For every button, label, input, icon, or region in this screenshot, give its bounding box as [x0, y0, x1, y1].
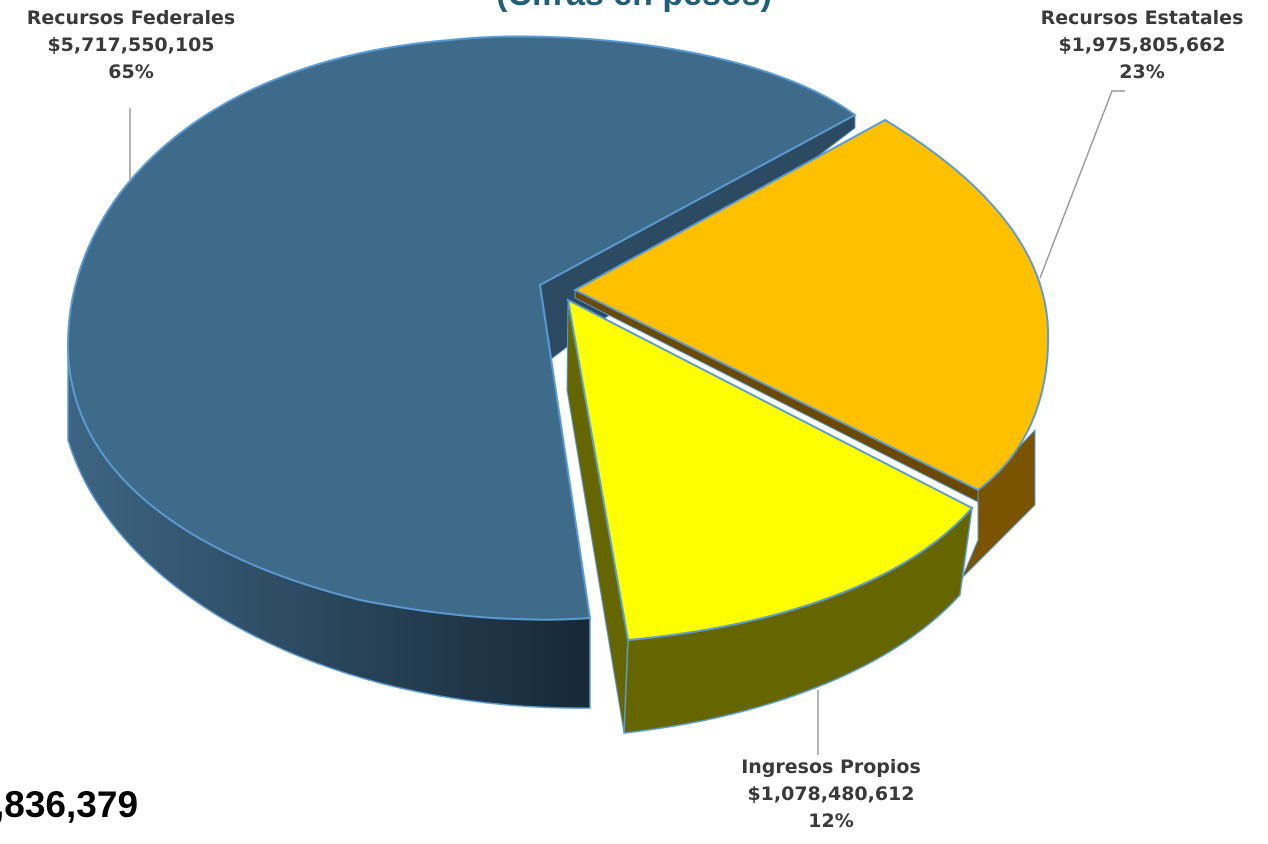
label-value: $1,078,480,612 — [747, 783, 915, 805]
label-value: $1,975,805,662 — [1058, 34, 1226, 56]
slice-estatales — [572, 118, 1050, 492]
label-category: Recursos Federales — [26, 7, 236, 29]
leader-line-estatales — [1039, 90, 1125, 279]
data-label-estatales: Recursos Estatales $1,975,805,662 23% — [1020, 5, 1264, 86]
chart-title: (Cifras en pesos) — [0, 0, 1268, 14]
data-label-propios: Ingresos Propios $1,078,480,612 12% — [712, 754, 950, 835]
label-percent: 65% — [108, 61, 154, 83]
label-value: $5,717,550,105 — [47, 34, 215, 56]
total-amount: ,836,379 — [0, 784, 139, 825]
label-percent: 23% — [1119, 61, 1165, 83]
slice-estatales-side — [961, 428, 1036, 579]
label-percent: 12% — [808, 810, 854, 832]
slice-federales — [66, 35, 857, 621]
label-category: Recursos Estatales — [1040, 7, 1244, 29]
label-category: Ingresos Propios — [741, 756, 921, 778]
slice-propios — [566, 298, 974, 642]
data-label-federales: Recursos Federales $5,717,550,105 65% — [6, 5, 256, 86]
